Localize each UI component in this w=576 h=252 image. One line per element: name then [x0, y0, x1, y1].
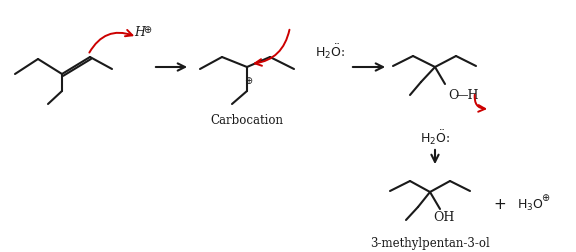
Text: $\oplus$: $\oplus$ [244, 74, 253, 85]
Text: H: H [135, 25, 145, 38]
Text: Carbocation: Carbocation [210, 113, 283, 126]
Text: $\oplus$: $\oplus$ [143, 23, 153, 34]
Text: $\mathrm{H_3O}$: $\mathrm{H_3O}$ [517, 197, 543, 212]
Text: O: O [448, 88, 458, 101]
Text: +: + [494, 197, 506, 212]
Text: —H: —H [455, 88, 479, 101]
Text: 3-methylpentan-3-ol: 3-methylpentan-3-ol [370, 237, 490, 249]
Text: $\oplus$: $\oplus$ [541, 192, 551, 203]
Text: OH: OH [433, 211, 454, 224]
Text: $\mathrm{H_2\ddot{O}}$:: $\mathrm{H_2\ddot{O}}$: [420, 128, 450, 147]
Text: $\mathrm{H_2\ddot{O}}$:: $\mathrm{H_2\ddot{O}}$: [315, 43, 345, 61]
